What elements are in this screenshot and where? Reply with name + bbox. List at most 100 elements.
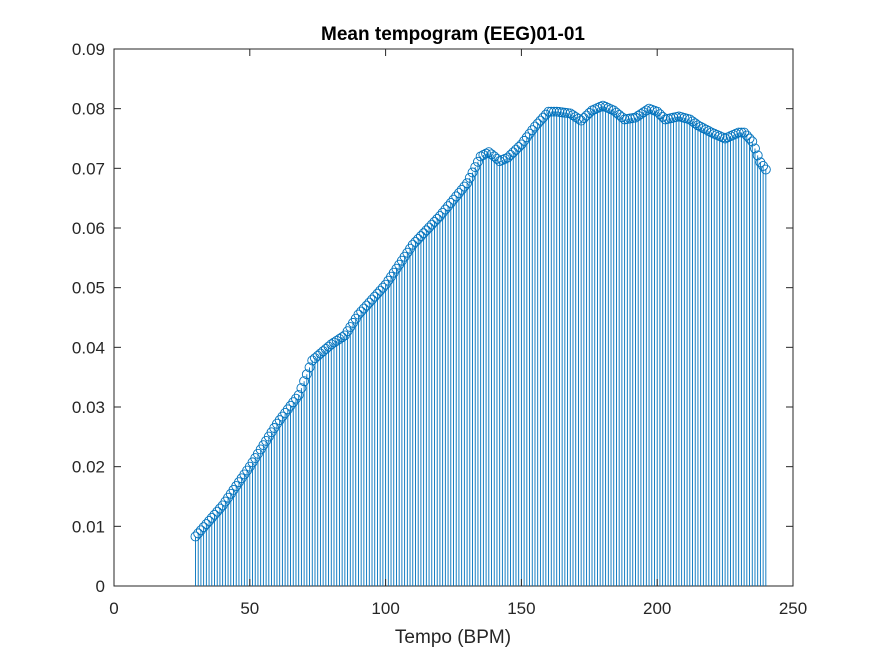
stem-marker bbox=[557, 107, 568, 118]
stem-marker bbox=[546, 106, 557, 117]
stem-marker bbox=[282, 404, 293, 415]
stem-marker bbox=[758, 160, 769, 171]
stem-marker bbox=[725, 131, 736, 142]
stem-marker bbox=[527, 125, 538, 136]
stem-marker bbox=[472, 156, 483, 167]
x-tick-label: 0 bbox=[109, 599, 118, 618]
stem-marker bbox=[424, 222, 435, 233]
stem-marker bbox=[421, 225, 432, 236]
stem-marker bbox=[698, 123, 709, 134]
stem-marker bbox=[530, 121, 540, 132]
stem-marker bbox=[448, 194, 459, 205]
stem-marker bbox=[214, 503, 225, 514]
stem-marker bbox=[712, 129, 722, 140]
stem-marker bbox=[521, 132, 532, 143]
stem-marker bbox=[492, 153, 502, 164]
stem-marker bbox=[291, 393, 301, 404]
stem-marker bbox=[578, 113, 589, 124]
stem-marker bbox=[326, 339, 337, 350]
stem-marker bbox=[337, 332, 348, 343]
stem-marker bbox=[193, 528, 204, 539]
stem-marker bbox=[437, 207, 448, 218]
y-tick-label: 0.02 bbox=[72, 458, 105, 477]
stem-marker bbox=[190, 531, 201, 542]
stem-marker bbox=[494, 156, 505, 167]
stem-marker bbox=[296, 383, 307, 394]
stem-marker bbox=[603, 103, 614, 114]
y-tick-label: 0.07 bbox=[72, 159, 105, 178]
stem-marker bbox=[372, 288, 383, 299]
x-tick-label: 200 bbox=[643, 599, 671, 618]
y-tick-label: 0.05 bbox=[72, 279, 105, 298]
stem-marker bbox=[204, 516, 215, 526]
stem-marker bbox=[272, 418, 282, 429]
stem-marker bbox=[562, 108, 573, 119]
y-tick-label: 0 bbox=[96, 577, 105, 596]
stem-marker bbox=[364, 297, 375, 308]
stem-marker bbox=[570, 112, 581, 122]
y-tick-label: 0.01 bbox=[72, 517, 105, 536]
stem-marker bbox=[600, 101, 611, 112]
stem-marker bbox=[581, 110, 592, 121]
stem-marker bbox=[744, 133, 755, 144]
x-tick-label: 150 bbox=[507, 599, 535, 618]
chart-title: Mean tempogram (EEG)01-01 bbox=[321, 24, 585, 45]
stem-marker bbox=[720, 133, 731, 144]
stem-marker bbox=[459, 181, 470, 192]
stem-marker bbox=[616, 112, 627, 123]
stem-marker bbox=[301, 369, 312, 380]
stem-marker bbox=[750, 143, 760, 154]
stem-marker bbox=[285, 400, 296, 411]
y-tick-label: 0.06 bbox=[72, 219, 105, 238]
stem-marker bbox=[652, 106, 663, 117]
stem-markers bbox=[190, 100, 771, 542]
stem-marker bbox=[500, 153, 511, 164]
stem-marker bbox=[760, 164, 771, 175]
stem-marker bbox=[410, 236, 421, 247]
stem-marker bbox=[407, 239, 418, 250]
stem-marker bbox=[288, 397, 299, 408]
stem-lines bbox=[195, 105, 767, 586]
stem-marker bbox=[415, 231, 426, 242]
stem-marker bbox=[456, 184, 467, 195]
stem-marker bbox=[584, 108, 595, 118]
stem-marker bbox=[709, 128, 720, 139]
stem-marker bbox=[353, 309, 364, 320]
stem-marker bbox=[736, 127, 747, 138]
stem-marker bbox=[741, 130, 752, 141]
stem-marker bbox=[592, 103, 603, 114]
y-axis-ticks: 0 0.01 0.02 0.03 0.04 0.05 0.06 0.07 0.08 0.09 bbox=[72, 40, 793, 596]
stem-marker bbox=[475, 151, 486, 162]
stem-marker bbox=[443, 201, 454, 212]
stem-marker bbox=[304, 362, 315, 373]
stem-marker bbox=[356, 306, 367, 317]
stem-marker bbox=[752, 150, 763, 161]
x-tick-label: 250 bbox=[779, 599, 807, 618]
stem-marker bbox=[502, 152, 513, 163]
stem-marker bbox=[467, 167, 478, 178]
stem-marker bbox=[597, 100, 608, 111]
stem-marker bbox=[739, 127, 750, 138]
stem-marker bbox=[418, 228, 429, 239]
stem-marker bbox=[633, 110, 644, 121]
stem-marker bbox=[451, 191, 462, 202]
stem-marker bbox=[478, 150, 489, 160]
stem-marker bbox=[554, 107, 565, 117]
stem-marker bbox=[535, 115, 546, 126]
stem-marker bbox=[209, 509, 220, 520]
stem-marker bbox=[513, 142, 524, 153]
stem-marker bbox=[195, 525, 206, 536]
stem-marker bbox=[703, 126, 714, 137]
x-tick-label: 100 bbox=[371, 599, 399, 618]
stem-marker bbox=[497, 155, 508, 165]
stem-marker bbox=[714, 131, 725, 142]
stem-marker bbox=[565, 108, 576, 119]
stem-marker bbox=[695, 121, 706, 132]
stem-marker bbox=[413, 234, 424, 244]
stem-marker bbox=[519, 135, 530, 146]
stem-marker bbox=[606, 104, 616, 115]
stem-marker bbox=[334, 334, 345, 344]
stem-marker bbox=[524, 128, 535, 139]
stem-marker bbox=[375, 285, 386, 296]
